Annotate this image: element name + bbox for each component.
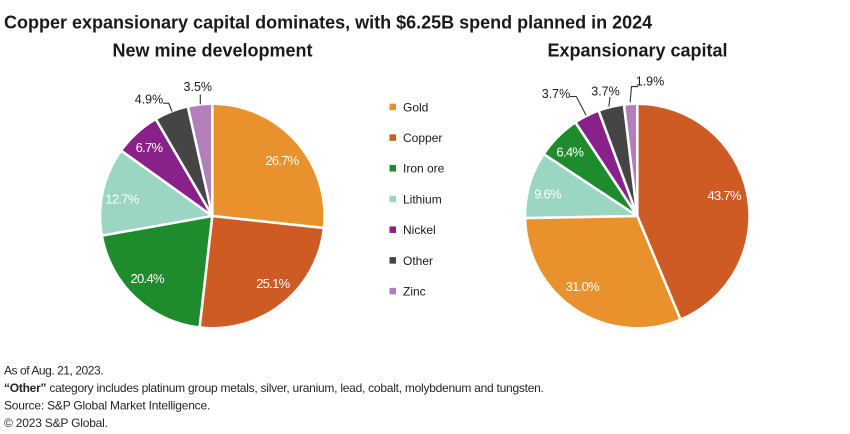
svg-text:1.9%: 1.9% bbox=[636, 74, 665, 88]
svg-text:20.4%: 20.4% bbox=[131, 271, 166, 286]
svg-text:26.7%: 26.7% bbox=[265, 153, 300, 168]
svg-text:Expansionary capital: Expansionary capital bbox=[547, 41, 727, 61]
svg-text:Lithium: Lithium bbox=[403, 192, 442, 206]
svg-text:Nickel: Nickel bbox=[403, 223, 436, 237]
svg-text:Source: S&P Global Market Inte: Source: S&P Global Market Intelligence. bbox=[4, 399, 210, 413]
svg-text:12.7%: 12.7% bbox=[105, 192, 140, 207]
svg-text:31.0%: 31.0% bbox=[566, 279, 601, 294]
svg-text:6.7%: 6.7% bbox=[136, 140, 164, 155]
svg-text:Zinc: Zinc bbox=[403, 285, 426, 299]
svg-text:Gold: Gold bbox=[403, 100, 428, 114]
svg-text:As of Aug. 21, 2023.: As of Aug. 21, 2023. bbox=[4, 364, 103, 378]
svg-text:New mine development: New mine development bbox=[112, 41, 312, 61]
svg-text:6.4%: 6.4% bbox=[556, 145, 584, 160]
svg-text:Other: Other bbox=[403, 254, 433, 268]
svg-text:3.7%: 3.7% bbox=[591, 85, 620, 99]
svg-text:Copper expansionary capital do: Copper expansionary capital dominates, w… bbox=[4, 13, 652, 33]
svg-text:Iron ore: Iron ore bbox=[403, 162, 445, 176]
svg-text:“Other” category includes plat: “Other” category includes platinum group… bbox=[4, 381, 544, 395]
svg-text:Copper: Copper bbox=[403, 131, 442, 145]
svg-text:9.6%: 9.6% bbox=[534, 187, 562, 202]
svg-text:43.7%: 43.7% bbox=[708, 188, 743, 203]
svg-text:3.7%: 3.7% bbox=[542, 87, 571, 101]
svg-text:4.9%: 4.9% bbox=[135, 93, 164, 107]
svg-text:3.5%: 3.5% bbox=[184, 80, 213, 94]
svg-text:25.1%: 25.1% bbox=[256, 276, 291, 291]
svg-text:© 2023 S&P Global.: © 2023 S&P Global. bbox=[4, 416, 108, 430]
